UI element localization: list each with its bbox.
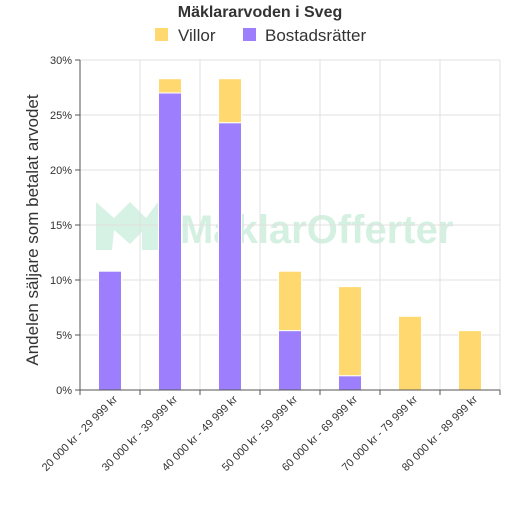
bar-villor <box>398 315 422 391</box>
y-axis-label: Andelen säljare som betalat arvodet <box>23 94 42 365</box>
y-tick-label: 0% <box>56 385 72 397</box>
watermark: MäklarOfferter <box>96 202 453 252</box>
legend: Villor Bostadsrätter <box>155 26 366 45</box>
bar-villor <box>338 286 362 377</box>
y-tick-label: 15% <box>50 220 72 232</box>
bar-villor <box>158 78 182 94</box>
y-tick-label: 5% <box>56 330 72 342</box>
legend-swatch-bostadsrätter <box>243 28 256 41</box>
bar-villor <box>458 330 482 391</box>
bar-bostadsrätter <box>98 270 122 391</box>
y-tick-label: 10% <box>50 275 72 287</box>
y-tick-label: 30% <box>50 55 72 67</box>
bar-villor <box>218 78 242 124</box>
bar-bostadsrätter <box>218 122 242 391</box>
chart-title: Mäklararvoden i Sveg <box>178 4 343 21</box>
bar-bostadsrätter <box>278 330 302 391</box>
y-tick-label: 20% <box>50 165 72 177</box>
bars <box>98 78 482 391</box>
legend-label-bostadsrätter: Bostadsrätter <box>265 26 366 45</box>
bar-bostadsrätter <box>338 375 362 391</box>
y-axis-ticks: 0% 5% 10% 15% 20% 25% 30% <box>50 55 80 397</box>
bar-bostadsrätter <box>158 92 182 391</box>
y-tick-label: 25% <box>50 110 72 122</box>
legend-swatch-villor <box>155 28 168 41</box>
legend-label-villor: Villor <box>178 26 216 45</box>
bar-villor <box>278 270 302 332</box>
watermark-logo-icon <box>96 202 158 250</box>
